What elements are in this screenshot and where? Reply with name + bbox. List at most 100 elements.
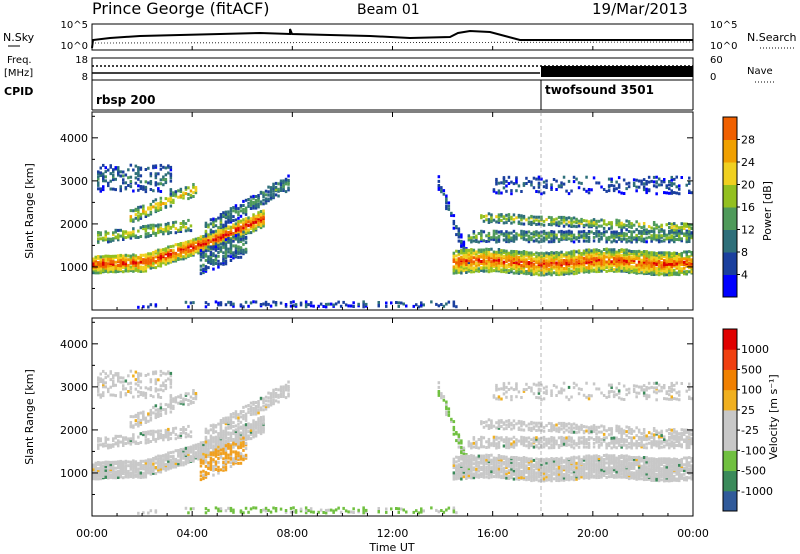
echo-cell (154, 249, 158, 253)
echo-cell (207, 223, 210, 227)
echo-cell (192, 246, 195, 250)
echo-cell (247, 404, 250, 407)
echo-cell (570, 271, 573, 275)
echo-cell (139, 174, 143, 178)
echo-cell (455, 464, 458, 468)
echo-cell (665, 255, 668, 259)
echo-cell (184, 240, 188, 244)
echo-cell (460, 265, 463, 269)
echo-cell (222, 213, 225, 217)
echo-cell (174, 243, 178, 247)
echo-cell (668, 226, 671, 229)
echo-cell (137, 236, 140, 239)
echo-cell (107, 258, 110, 262)
echo-cell (670, 189, 673, 193)
echo-cell (179, 432, 183, 435)
echo-cell (572, 249, 576, 253)
echo-cell (455, 439, 458, 443)
echo-cell (652, 269, 656, 273)
echo-cell (497, 234, 501, 238)
echo-cell (322, 305, 325, 308)
echo-cell (237, 454, 240, 458)
echo-cell (117, 233, 120, 237)
echo-cell (204, 269, 208, 273)
echo-cell (224, 418, 228, 422)
echo-cell (114, 166, 117, 170)
echo-cell (645, 180, 648, 183)
echo-cell (262, 198, 265, 202)
echo-cell (127, 441, 130, 445)
echo-cell (252, 194, 255, 198)
echo-cell (557, 262, 561, 266)
echo-cell (475, 261, 478, 265)
echo-cell (287, 186, 290, 190)
echo-cell (287, 174, 290, 178)
echo-cell (610, 248, 613, 252)
echo-cell (184, 254, 188, 258)
echo-cell (249, 401, 253, 405)
echo-cell (239, 205, 243, 209)
echo-cell (342, 300, 345, 304)
echo-cell (202, 452, 205, 456)
echo-cell (547, 270, 551, 274)
nave-block (541, 66, 693, 77)
echo-cell (480, 266, 483, 270)
echo-cell (182, 255, 185, 259)
echo-cell (147, 432, 150, 436)
echo-cell (660, 235, 663, 239)
echo-cell (502, 455, 506, 459)
echo-cell (239, 240, 243, 243)
echo-cell (610, 234, 613, 238)
echo-cell (137, 376, 140, 380)
echo-cell (602, 219, 606, 223)
echo-cell (257, 196, 260, 200)
echo-cell (470, 253, 473, 257)
echo-cell (642, 240, 646, 244)
echo-cell (247, 198, 250, 201)
echo-cell (217, 236, 220, 240)
echo-cell (612, 248, 616, 252)
echo-cell (147, 438, 150, 442)
echo-cell (157, 408, 160, 412)
echo-cell (252, 204, 255, 208)
echo-cell (688, 189, 691, 193)
echo-cell (670, 229, 673, 233)
echo-cell (545, 218, 548, 222)
echo-cell (510, 460, 513, 464)
echo-cell (192, 389, 195, 392)
echo-cell (650, 264, 653, 268)
echo-cell (497, 470, 501, 474)
echo-cell (627, 225, 631, 229)
echo-cell (487, 252, 491, 256)
echo-cell (547, 261, 551, 265)
echo-cell (104, 381, 107, 385)
echo-cell (167, 403, 170, 407)
echo-cell (490, 213, 493, 217)
echo-cell (492, 269, 496, 273)
echo-cell (209, 456, 213, 460)
echo-cell (237, 236, 240, 240)
echo-cell (149, 223, 153, 227)
echo-cell (452, 304, 456, 308)
echo-cell (144, 459, 148, 463)
echo-cell (224, 227, 228, 231)
echo-cell (485, 266, 488, 270)
echo-cell (262, 202, 265, 206)
echo-cell (262, 404, 265, 408)
echo-cell (112, 170, 115, 174)
echo-cell (237, 431, 240, 435)
echo-cell (242, 221, 245, 225)
echo-cell (192, 446, 195, 450)
echo-cell (595, 250, 598, 253)
echo-cell (505, 221, 508, 225)
echo-cell (162, 248, 165, 252)
echo-cell (675, 228, 678, 232)
echo-cell (582, 239, 586, 243)
echo-cell (119, 393, 122, 397)
echo-cell (457, 227, 461, 231)
echo-cell (227, 420, 230, 424)
echo-cell (555, 179, 558, 183)
echo-cell (239, 443, 243, 447)
echo-cell (237, 422, 240, 426)
echo-cell (645, 228, 648, 232)
